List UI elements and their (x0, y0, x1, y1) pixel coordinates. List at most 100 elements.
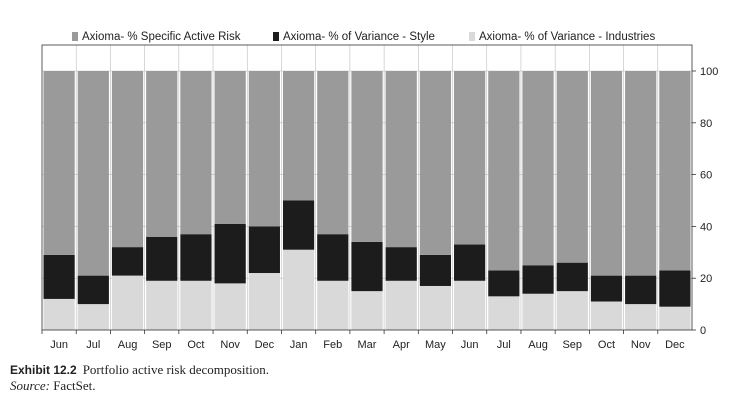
bar-segment (214, 283, 246, 330)
x-tick-label: Dec (255, 339, 275, 351)
x-tick-label: Dec (665, 339, 685, 351)
x-axis: Jun Jul Aug Sep Oct Nov Dec Jan Feb Mar Apr May Jun J… (41, 330, 685, 351)
x-tick-label: Feb (323, 339, 342, 351)
bar-segment (419, 254, 452, 286)
y-tick-label: 80 (700, 118, 712, 130)
bar-segment (214, 71, 246, 224)
bar-segment (590, 301, 623, 330)
bar-segment (454, 244, 486, 281)
bar-segment (317, 280, 349, 330)
bar-segment (317, 234, 349, 281)
x-tick-label: Oct (598, 339, 615, 351)
x-tick-label: Jul (86, 339, 100, 351)
bar-segment (385, 247, 417, 281)
x-tick-label: Aug (528, 339, 548, 351)
y-tick-label: 100 (700, 66, 718, 78)
x-tick-label: Mar (358, 339, 377, 351)
bar-segment (556, 262, 588, 292)
legend: Axioma- % Specific Active Risk Axioma- % … (72, 31, 655, 43)
bar-segment (248, 226, 280, 274)
y-tick-label: 0 (700, 325, 706, 337)
bar-segment (180, 71, 212, 235)
bar-segment (488, 71, 520, 271)
bar-segment (180, 280, 212, 330)
bar-segment (111, 275, 144, 330)
bar-segment (556, 71, 588, 263)
bar-segment (625, 275, 657, 305)
y-axis: 0 20 40 60 80 100 (692, 66, 718, 337)
legend-swatch (273, 32, 279, 41)
bar-segment (351, 291, 383, 330)
exhibit-label: Exhibit 12.2 (10, 363, 77, 377)
bar-segment (590, 275, 623, 302)
bar-segment (146, 280, 178, 330)
bar-segment (146, 71, 178, 237)
legend-label: Axioma- % of Variance - Style (283, 31, 435, 43)
bar-segment (385, 280, 417, 330)
bar-segment (146, 236, 178, 281)
x-tick-label: Jan (290, 339, 308, 351)
y-tick-label: 40 (700, 221, 712, 233)
gridlines (42, 45, 692, 330)
bar-segment (419, 285, 452, 330)
bar-segment (522, 293, 554, 330)
x-tick-label: Nov (220, 339, 240, 351)
bar-segment (625, 304, 657, 330)
x-tick-label: Sep (152, 339, 172, 351)
y-tick-label: 60 (700, 170, 712, 182)
source-text: FactSet. (53, 378, 96, 393)
bar-segment (282, 200, 315, 250)
bar-segment (43, 71, 75, 255)
bar-segment (214, 223, 246, 284)
y-tick-label: 20 (700, 273, 712, 285)
x-tick-label: Aug (118, 339, 138, 351)
caption-title: Portfolio active risk decomposition. (82, 362, 270, 377)
bars (43, 71, 691, 330)
legend-label: Axioma- % of Variance - Industries (479, 31, 655, 43)
caption-title-line: Exhibit 12.2 Portfolio active risk decomp… (10, 362, 269, 378)
bar-segment (385, 71, 417, 248)
bar-segment (248, 71, 280, 227)
x-tick-label: May (425, 339, 446, 351)
x-tick-label: Jun (50, 339, 68, 351)
bar-segment (659, 306, 691, 330)
bar-segment (454, 280, 486, 330)
legend-swatch (72, 32, 78, 41)
bar-segment (419, 71, 452, 255)
source-label: Source: (10, 378, 50, 393)
bar-segment (556, 291, 588, 330)
bar-segment (111, 247, 144, 276)
plot-frame (41, 44, 693, 331)
bar-segment (248, 273, 280, 330)
x-tick-label: Jun (461, 339, 479, 351)
bar-segment (625, 71, 657, 276)
stacked-bar-chart: Axioma- % Specific Active Risk Axioma- % … (41, 31, 718, 351)
bar-segment (351, 71, 383, 242)
bar-segment (317, 71, 349, 235)
legend-swatch (469, 32, 475, 41)
bar-segment (282, 249, 315, 330)
x-tick-label: Jul (497, 339, 511, 351)
bar-segment (488, 270, 520, 297)
bar-segment (43, 254, 75, 299)
legend-label: Axioma- % Specific Active Risk (82, 31, 241, 43)
x-tick-label: Nov (631, 339, 651, 351)
bar-segment (522, 265, 554, 294)
x-tick-label: Sep (562, 339, 582, 351)
bar-segment (43, 298, 75, 330)
bar-segment (454, 71, 486, 245)
bar-segment (522, 71, 554, 266)
bar-segment (590, 71, 623, 276)
x-tick-label: Oct (187, 339, 204, 351)
bar-segment (659, 270, 691, 307)
bar-segment (351, 241, 383, 292)
bar-segment (488, 296, 520, 330)
bar-segment (180, 234, 212, 281)
bar-segment (77, 71, 109, 276)
bar-segment (77, 275, 109, 305)
x-tick-label: Apr (393, 339, 410, 351)
bar-segment (659, 71, 691, 271)
caption-source-line: Source: FactSet. (10, 378, 269, 394)
bar-segment (282, 71, 315, 201)
bar-segment (111, 71, 144, 248)
